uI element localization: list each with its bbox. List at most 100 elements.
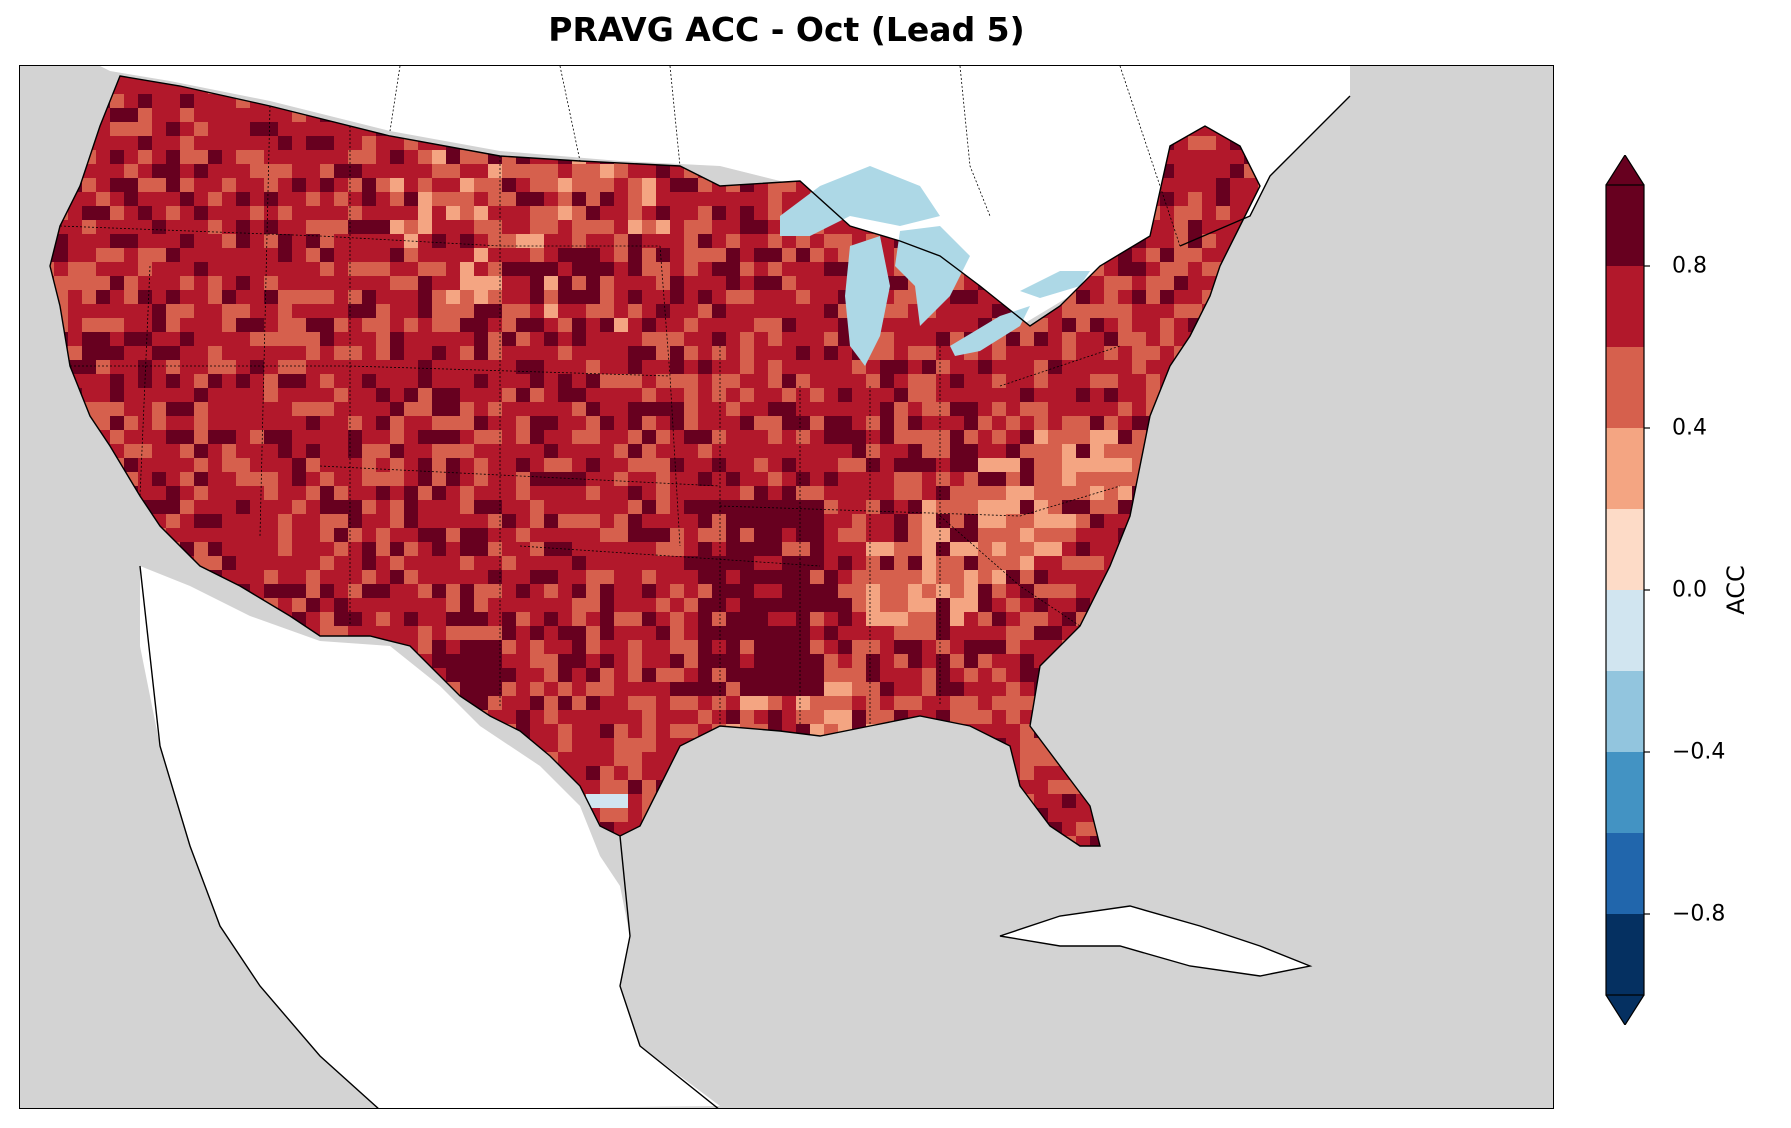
acc-cell: [1188, 640, 1202, 654]
acc-cell: [656, 668, 670, 682]
acc-cell: [1258, 626, 1260, 640]
acc-cell: [894, 850, 908, 864]
acc-cell: [726, 528, 740, 542]
acc-cell: [82, 822, 96, 836]
acc-cell: [1118, 332, 1132, 346]
acc-cell: [474, 374, 488, 388]
acc-cell: [1118, 262, 1132, 276]
acc-cell: [600, 374, 614, 388]
acc-cell: [978, 766, 992, 780]
acc-cell: [796, 612, 810, 626]
acc-cell: [138, 206, 152, 220]
acc-cell: [194, 486, 208, 500]
acc-cell: [1272, 850, 1286, 864]
acc-cell: [600, 528, 614, 542]
acc-cell: [964, 584, 978, 598]
acc-cell: [670, 528, 684, 542]
acc-cell: [558, 668, 572, 682]
acc-cell: [852, 640, 866, 654]
acc-cell: [1216, 430, 1230, 444]
acc-cell: [824, 304, 838, 318]
acc-cell: [166, 206, 180, 220]
acc-cell: [740, 612, 754, 626]
acc-cell: [110, 318, 124, 332]
acc-cell: [54, 122, 68, 136]
acc-cell: [1104, 752, 1118, 766]
acc-cell: [488, 164, 502, 178]
acc-cell: [1020, 738, 1034, 752]
acc-cell: [1160, 276, 1174, 290]
acc-cell: [1174, 276, 1188, 290]
acc-cell: [712, 766, 726, 780]
acc-cell: [96, 570, 110, 584]
acc-cell: [698, 360, 712, 374]
acc-cell: [600, 724, 614, 738]
acc-cell: [614, 864, 628, 878]
acc-cell: [1188, 822, 1202, 836]
acc-cell: [1160, 710, 1174, 724]
acc-cell: [446, 304, 460, 318]
acc-cell: [124, 108, 138, 122]
acc-cell: [656, 332, 670, 346]
acc-cell: [1244, 290, 1258, 304]
acc-cell: [628, 696, 642, 710]
acc-cell: [950, 822, 964, 836]
acc-cell: [824, 696, 838, 710]
acc-cell: [642, 822, 656, 836]
acc-cell: [50, 822, 54, 836]
acc-cell: [474, 220, 488, 234]
acc-cell: [516, 318, 530, 332]
acc-cell: [992, 570, 1006, 584]
acc-cell: [488, 654, 502, 668]
acc-cell: [208, 276, 222, 290]
acc-cell: [166, 514, 180, 528]
acc-cell: [362, 570, 376, 584]
acc-cell: [530, 472, 544, 486]
acc-cell: [376, 346, 390, 360]
acc-cell: [726, 794, 740, 808]
acc-cell: [950, 724, 964, 738]
acc-cell: [264, 374, 278, 388]
acc-cell: [586, 220, 600, 234]
acc-cell: [908, 556, 922, 570]
acc-cell: [586, 304, 600, 318]
acc-cell: [54, 276, 68, 290]
acc-cell: [194, 122, 208, 136]
acc-cell: [1202, 626, 1216, 640]
colorbar-ticks: [1644, 265, 1650, 915]
acc-cell: [768, 402, 782, 416]
acc-cell: [1104, 444, 1118, 458]
acc-cell: [502, 612, 516, 626]
acc-cell: [460, 276, 474, 290]
acc-cell: [600, 836, 614, 846]
acc-cell: [152, 542, 166, 556]
acc-cell: [446, 528, 460, 542]
acc-cell: [908, 864, 922, 878]
acc-cell: [50, 402, 54, 416]
acc-cell: [124, 290, 138, 304]
acc-cell: [68, 598, 82, 612]
acc-cell: [530, 640, 544, 654]
acc-cell: [642, 584, 656, 598]
acc-cell: [96, 402, 110, 416]
acc-cell: [1076, 514, 1090, 528]
acc-cell: [1174, 220, 1188, 234]
acc-cell: [1216, 332, 1230, 346]
acc-cell: [936, 780, 950, 794]
acc-cell: [824, 710, 838, 724]
acc-cell: [124, 864, 138, 878]
acc-cell: [1090, 514, 1104, 528]
acc-cell: [152, 864, 166, 878]
acc-cell: [1132, 528, 1146, 542]
acc-cell: [796, 430, 810, 444]
acc-cell: [460, 234, 474, 248]
acc-cell: [1020, 808, 1034, 822]
acc-cell: [82, 472, 96, 486]
acc-cell: [950, 696, 964, 710]
acc-cell: [390, 500, 404, 514]
acc-cell: [628, 444, 642, 458]
acc-cell: [810, 766, 824, 780]
colorbar-tick-label: 0.0: [1672, 577, 1707, 603]
acc-cell: [796, 864, 810, 878]
acc-cell: [614, 724, 628, 738]
